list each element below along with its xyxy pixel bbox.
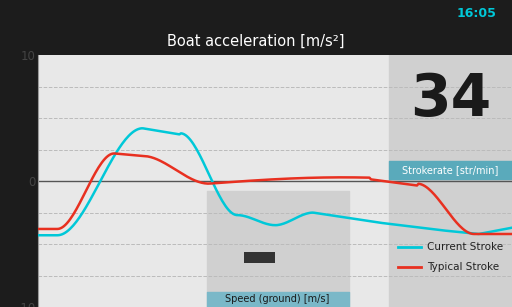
Text: Typical Stroke: Typical Stroke [427, 262, 499, 272]
Text: 16:05: 16:05 [457, 7, 497, 20]
Text: Speed (ground) [m/s]: Speed (ground) [m/s] [225, 294, 330, 305]
Text: Boat acceleration [m/s²]: Boat acceleration [m/s²] [167, 34, 345, 49]
Text: Current Stroke: Current Stroke [427, 242, 503, 251]
Text: Strokerate [str/min]: Strokerate [str/min] [402, 165, 499, 175]
Text: 34: 34 [410, 71, 491, 128]
Bar [244, 252, 275, 263]
